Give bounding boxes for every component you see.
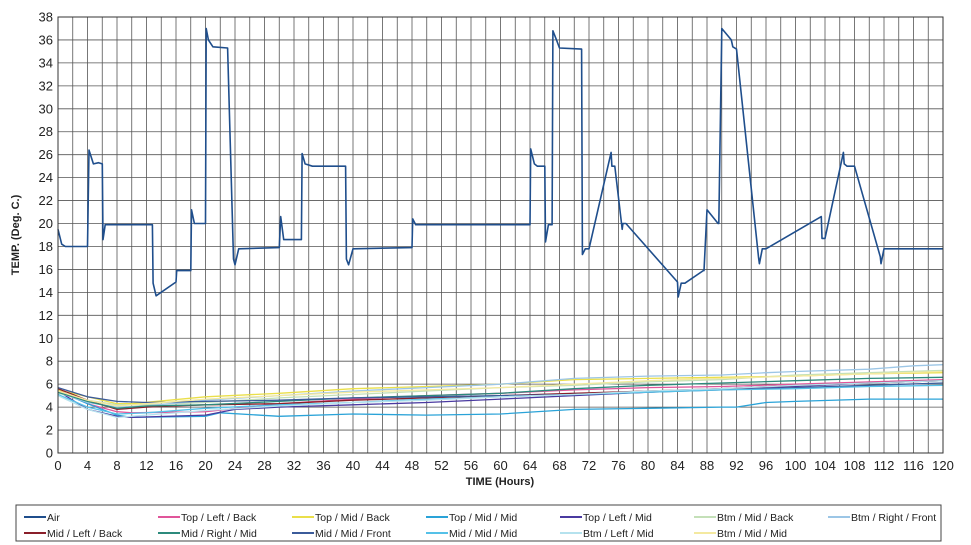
x-tick-label: 100 (785, 458, 807, 473)
legend-label: Air (47, 512, 60, 524)
legend-label: Top / Left / Mid (583, 512, 652, 524)
legend-label: Btm / Right / Front (851, 512, 936, 524)
x-tick-label: 84 (670, 458, 684, 473)
legend-label: Mid / Right / Mid (181, 528, 257, 540)
x-tick-label: 32 (287, 458, 301, 473)
legend-label: Btm / Left / Mid (583, 528, 654, 540)
x-tick-labels: 0 4 8 12 16 20 24 28 32 36 40 44 48 52 56 60 64 68 72 76 80 8… (54, 458, 953, 473)
x-tick-label: 116 (903, 458, 924, 473)
legend-label: Mid / Mid / Mid (449, 528, 517, 540)
legend-label: Top / Mid / Mid (449, 512, 517, 524)
x-tick-label: 8 (113, 458, 120, 473)
x-tick-label: 36 (316, 458, 330, 473)
legend-label: Btm / Mid / Mid (717, 528, 787, 540)
y-tick-label: 0 (46, 446, 53, 461)
x-tick-label: 64 (523, 458, 537, 473)
y-tick-label: 24 (39, 170, 53, 185)
x-tick-label: 104 (814, 458, 836, 473)
x-tick-label: 40 (346, 458, 360, 473)
y-tick-label: 2 (46, 423, 53, 438)
x-tick-label: 80 (641, 458, 655, 473)
y-tick-label: 16 (39, 262, 53, 277)
x-tick-label: 0 (54, 458, 61, 473)
y-tick-label: 22 (39, 193, 53, 208)
x-tick-label: 4 (84, 458, 91, 473)
legend-label: Top / Left / Back (181, 512, 257, 524)
y-tick-label: 28 (39, 124, 53, 139)
legend-label: Top / Mid / Back (315, 512, 390, 524)
y-tick-label: 38 (39, 10, 53, 25)
y-tick-label: 6 (46, 377, 53, 392)
y-tick-label: 10 (39, 331, 53, 346)
x-tick-label: 56 (464, 458, 478, 473)
x-tick-label: 108 (844, 458, 866, 473)
y-tick-label: 32 (39, 78, 53, 93)
x-tick-label: 20 (198, 458, 212, 473)
x-tick-label: 72 (582, 458, 596, 473)
x-tick-label: 48 (405, 458, 419, 473)
x-tick-label: 88 (700, 458, 714, 473)
y-tick-label: 14 (39, 285, 53, 300)
legend-label: Mid / Mid / Front (315, 528, 391, 540)
y-tick-label: 18 (39, 239, 53, 254)
y-tick-label: 20 (39, 216, 53, 231)
y-tick-label: 26 (39, 147, 53, 162)
y-tick-label: 30 (39, 101, 53, 116)
y-tick-label: 12 (39, 308, 53, 323)
legend-label: Btm / Mid / Back (717, 512, 794, 524)
y-tick-label: 4 (46, 400, 53, 415)
x-tick-label: 52 (434, 458, 448, 473)
legend-label: Mid / Left / Back (47, 528, 123, 540)
x-tick-label: 112 (874, 458, 895, 473)
x-tick-label: 68 (552, 458, 566, 473)
x-tick-label: 24 (228, 458, 242, 473)
x-tick-label: 16 (169, 458, 183, 473)
y-axis-title: TEMP. (Deg. C.) (10, 194, 22, 275)
x-tick-label: 28 (257, 458, 271, 473)
y-tick-label: 36 (39, 32, 53, 47)
x-tick-label: 120 (932, 458, 954, 473)
x-tick-label: 60 (493, 458, 507, 473)
x-tick-label: 12 (139, 458, 153, 473)
x-tick-label: 92 (729, 458, 743, 473)
x-tick-label: 44 (375, 458, 389, 473)
y-tick-label: 34 (39, 55, 53, 70)
x-axis-title: TIME (Hours) (466, 476, 535, 488)
y-tick-label: 8 (46, 354, 53, 369)
x-tick-label: 76 (611, 458, 625, 473)
x-tick-label: 96 (759, 458, 773, 473)
